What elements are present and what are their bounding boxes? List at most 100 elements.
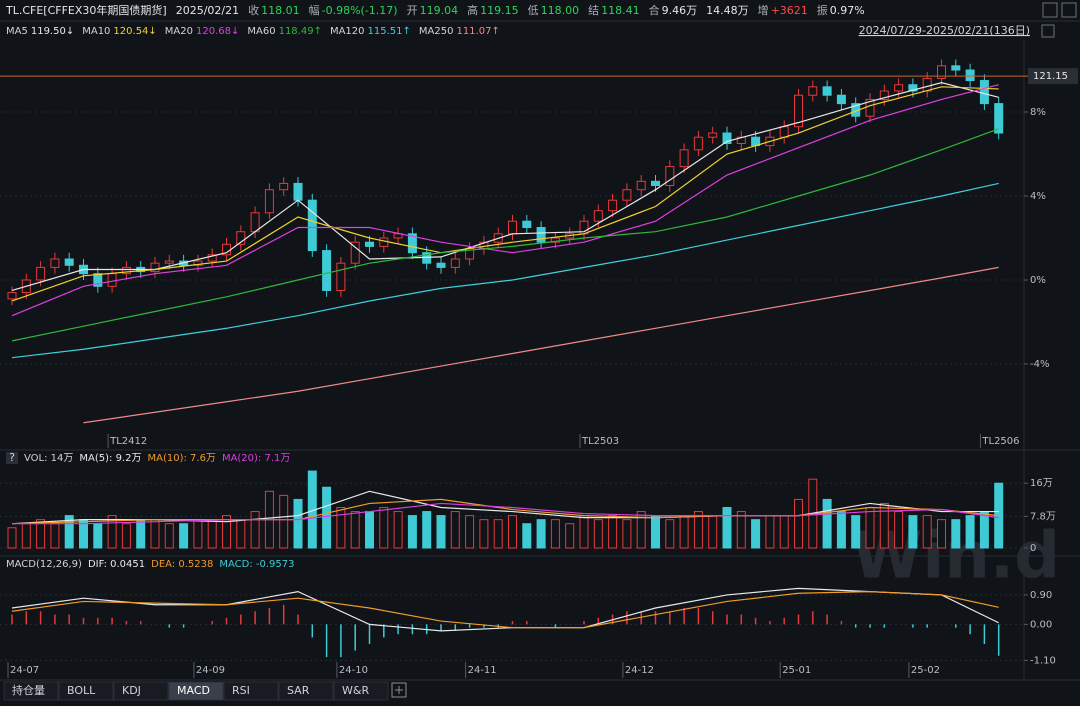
- window-button[interactable]: [1042, 2, 1058, 18]
- candle-body: [708, 132, 718, 138]
- macd-line: [11, 591, 999, 629]
- y-tick-label: 0.90: [1030, 590, 1052, 601]
- panel-title: VOL: 14万: [24, 453, 73, 464]
- volume-bar: [222, 515, 231, 549]
- candle-body: [50, 258, 60, 268]
- y-tick-label: 16万: [1030, 478, 1053, 489]
- volume-bar: [465, 515, 475, 549]
- tab-label[interactable]: SAR: [287, 684, 310, 697]
- candle-body: [450, 258, 460, 268]
- volume-bar: [450, 511, 460, 549]
- date-label: 25-02: [911, 665, 940, 676]
- tab-label[interactable]: BOLL: [67, 684, 96, 697]
- volume-bar: [951, 519, 961, 549]
- tab[interactable]: [223, 681, 279, 701]
- candle-body: [350, 241, 360, 264]
- settings-button[interactable]: [1041, 24, 1055, 38]
- y-tick-label: 0.00: [1030, 619, 1052, 630]
- volume-bar: [508, 515, 517, 549]
- candle-body: [207, 254, 217, 262]
- tab-label[interactable]: 持仓量: [12, 683, 45, 697]
- date-range[interactable]: 2024/07/29-2025/02/21(136日): [859, 24, 1030, 37]
- volume-bar: [479, 519, 489, 549]
- date-label: 24-12: [625, 665, 654, 676]
- tab-label[interactable]: MACD: [177, 684, 210, 697]
- candle-body: [307, 199, 317, 252]
- tab[interactable]: [113, 681, 169, 701]
- tab[interactable]: [168, 681, 224, 701]
- plus-icon: [395, 686, 403, 694]
- help-button[interactable]: [6, 452, 18, 464]
- header-text: 高: [467, 3, 478, 17]
- candle-body: [693, 136, 703, 151]
- header-text: TL.CFE[CFFEX30年期国债期货]: [5, 3, 167, 17]
- candle-body: [808, 86, 818, 96]
- volume-bar: [679, 515, 689, 549]
- volume-bar: [7, 527, 17, 549]
- y-tick-label: -4%: [1030, 359, 1049, 370]
- candle-body: [522, 220, 532, 228]
- date-label: 24-10: [339, 665, 368, 676]
- y-tick-label: 7.8万: [1030, 511, 1056, 522]
- candle-body: [550, 237, 560, 243]
- candle-body: [836, 94, 846, 105]
- volume-bar: [550, 519, 560, 549]
- y-tick-label: 0: [1030, 543, 1036, 554]
- header-text: 2025/02/21: [176, 4, 239, 17]
- candle-body: [64, 258, 74, 266]
- candle-body: [236, 231, 246, 245]
- add-tab-button[interactable]: [391, 682, 407, 698]
- candle-body: [722, 132, 732, 145]
- candle-body: [894, 84, 904, 92]
- volume-bar: [794, 498, 803, 549]
- candle-body: [193, 260, 203, 266]
- candle-body: [608, 199, 618, 212]
- candle-body: [651, 180, 660, 187]
- header-text: 118.41: [601, 4, 640, 17]
- tab-label[interactable]: KDJ: [122, 684, 141, 697]
- volume-bar: [379, 507, 389, 549]
- tab-label[interactable]: W&R: [342, 684, 369, 697]
- tab[interactable]: [333, 681, 389, 701]
- volume-bar: [965, 515, 975, 549]
- volume-bar: [622, 519, 632, 549]
- header-text: 14.48万: [706, 4, 749, 17]
- ma-line: [83, 266, 999, 424]
- legend-name: MA10: [82, 26, 110, 37]
- volume-bar: [50, 523, 60, 549]
- header-text: 9.46万: [662, 4, 698, 17]
- contract-label: TL2503: [581, 436, 619, 447]
- legend-value: 111.07↑: [456, 26, 499, 37]
- candle-body: [908, 84, 918, 92]
- volume-bar: [150, 519, 160, 549]
- volume-bar: [322, 486, 332, 549]
- candle-body: [822, 86, 832, 96]
- volume-bar: [436, 515, 446, 549]
- candle-body: [36, 266, 46, 281]
- contract-label: TL2506: [981, 436, 1019, 447]
- ma-line: [11, 82, 999, 292]
- tab[interactable]: [58, 681, 114, 701]
- candle-body: [121, 266, 131, 275]
- volume-bar: [979, 511, 989, 549]
- legend-entry: MACD: -0.9573: [219, 559, 294, 570]
- header-text: 开: [407, 4, 418, 17]
- ma-line: [11, 84, 999, 317]
- header-text: 119.04: [420, 4, 459, 17]
- volume-bar: [579, 515, 589, 549]
- ma-line: [11, 86, 999, 302]
- tab[interactable]: [3, 681, 59, 701]
- candle-body: [436, 262, 446, 268]
- window-button[interactable]: [1061, 2, 1077, 18]
- help-icon[interactable]: ?: [9, 451, 15, 464]
- panel-title: MACD(12,26,9): [6, 559, 82, 570]
- legend-entry: MA(5): 9.2万: [79, 453, 141, 464]
- legend-value: 115.51↑: [368, 26, 411, 37]
- y-tick-label: 8%: [1030, 107, 1046, 118]
- header-text: +3621: [771, 4, 808, 17]
- tab[interactable]: [278, 681, 334, 701]
- volume-bar: [651, 515, 660, 549]
- tab-label[interactable]: RSI: [232, 684, 250, 697]
- header-text: 结: [588, 4, 599, 17]
